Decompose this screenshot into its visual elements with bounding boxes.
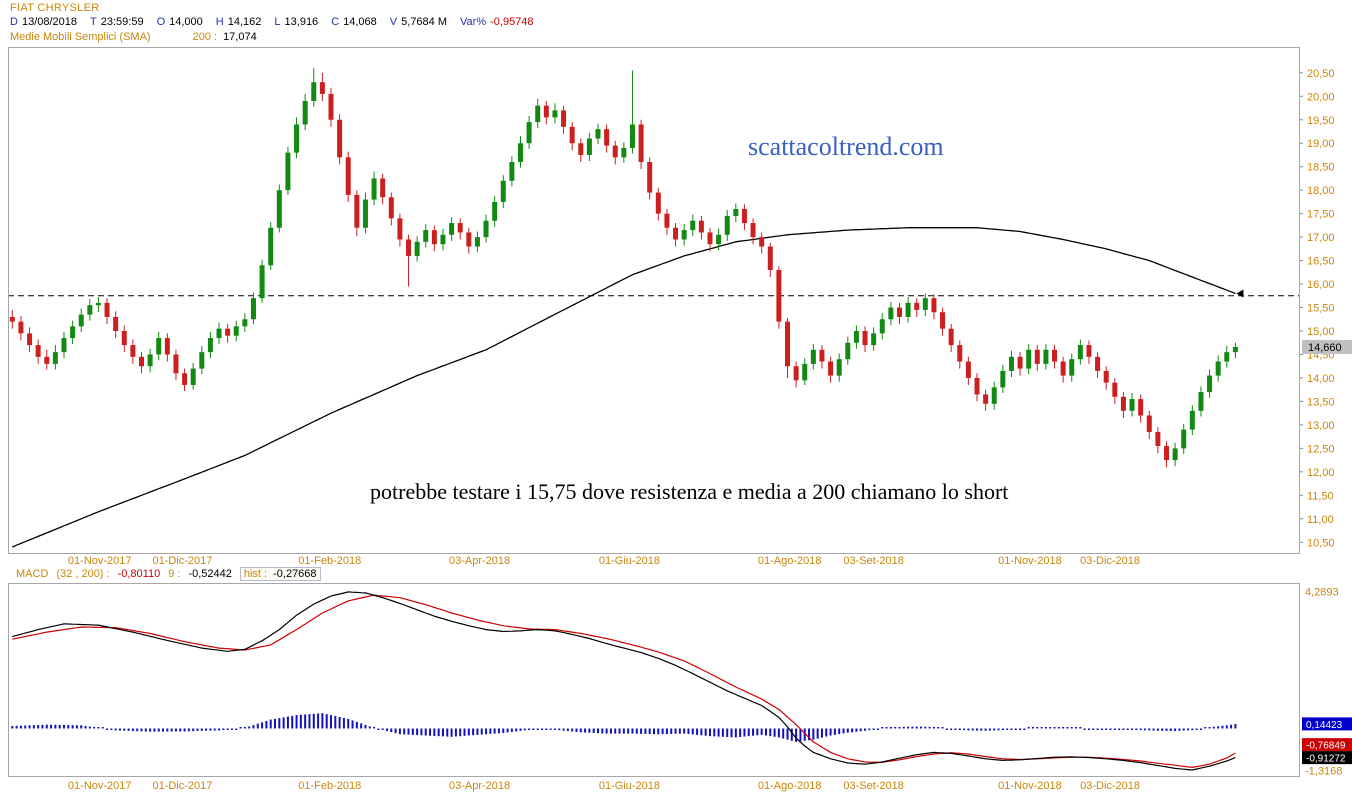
macd-panel-border (8, 583, 1300, 777)
hist-value-badge (1302, 717, 1352, 731)
quote-field-value: 14,068 (343, 16, 377, 28)
macd-header-token: MACD (16, 568, 49, 580)
macd-axis-label: 4,2893 (1305, 587, 1339, 599)
price-axis-label: 20,00 (1307, 91, 1335, 103)
quote-field-value: 23:59:59 (100, 16, 144, 28)
x-axis-label: 01-Dic-2017 (152, 780, 213, 792)
quote-field-label: O (156, 16, 166, 28)
macd-header-token: (32 , 200) : (56, 568, 110, 580)
indicator-row[interactable]: Medie Mobili Semplici (SMA) 200 : 17,074 (10, 31, 257, 43)
macd-hist-highlight: hist : -0,27668 (239, 567, 321, 581)
price-axis-label: 15,00 (1307, 326, 1335, 338)
sma-200-line (12, 227, 1244, 548)
price-axis[interactable]: 20,50 20,00 19,50 19,00 18,50 18,00 17,50 17,00… (1300, 68, 1335, 549)
price-axis-label: 13,00 (1307, 420, 1335, 432)
indicator-value: 17,074 (223, 31, 257, 43)
macd-axis-label: -1,3168 (1305, 766, 1342, 777)
symbol-title: FIAT CHRYSLER (10, 2, 100, 14)
price-axis-label: 19,50 (1307, 115, 1335, 127)
macd-header[interactable]: MACD (32 , 200) : -0,80110 9 : -0,52442 hist … (16, 567, 321, 581)
price-axis-label: 20,50 (1307, 68, 1335, 80)
x-axis-label: 03-Apr-2018 (449, 780, 511, 792)
x-axis-label: 01-Dic-2017 (152, 555, 213, 567)
macd-line (12, 591, 1236, 771)
price-axis-label: 12,00 (1307, 467, 1335, 479)
x-axis-label: 03-Apr-2018 (449, 555, 511, 567)
quote-info-row: D 13/08/2018 T 23:59:59 O 14,000 H 14,162 L 13,91… (10, 16, 547, 28)
price-axis-label: 19,00 (1307, 138, 1335, 150)
price-axis-label: 11,50 (1307, 490, 1334, 502)
signal-value-badge (1302, 738, 1352, 752)
price-axis-label: 12,50 (1307, 443, 1335, 455)
macd-axis[interactable]: 4,2893 -1,3168 (1305, 587, 1342, 777)
last-price-badge (1302, 339, 1352, 354)
x-axis-label: 01-Feb-2018 (298, 555, 362, 567)
price-axis-label: 13,50 (1307, 396, 1335, 408)
svg-text:0,14423: 0,14423 (1306, 720, 1343, 731)
x-axis-label: 03-Dic-2018 (1080, 555, 1141, 567)
quote-field-label: L (274, 16, 281, 28)
macd-header-token: -0,52442 (188, 568, 232, 580)
quote-field-value: 5,7684 M (401, 16, 448, 28)
price-axis-label: 14,00 (1307, 373, 1335, 385)
quote-field-label: Var% (460, 16, 487, 28)
x-axis-label: 01-Giu-2018 (598, 555, 661, 567)
x-axis-label: 01-Giu-2018 (598, 780, 661, 792)
price-axis-label: 10,50 (1307, 537, 1335, 549)
price-axis-label: 18,50 (1307, 162, 1335, 174)
macd-header-token: 9 : (168, 568, 181, 580)
price-axis-label: 15,50 (1307, 303, 1335, 315)
price-chart[interactable]: 20,50 20,00 19,50 19,00 18,50 18,00 17,50 17,00… (8, 47, 1352, 554)
x-axis-label: 01-Feb-2018 (298, 780, 362, 792)
macd-header-token: -0,80110 (117, 568, 161, 580)
quote-field-label: H (215, 16, 224, 28)
quote-field-value: -0,95748 (490, 16, 534, 28)
quote-field-value: 14,162 (227, 16, 262, 28)
quote-field-label: C (331, 16, 340, 28)
sma-end-marker (1236, 289, 1244, 298)
indicator-name: Medie Mobili Semplici (SMA) (10, 31, 151, 43)
quote-field-label: T (90, 16, 97, 28)
price-axis-label: 16,00 (1307, 279, 1335, 291)
x-axis-label: 03-Set-2018 (843, 555, 904, 567)
x-axis-label: 01-Nov-2017 (67, 780, 132, 792)
svg-text:-0,91272: -0,91272 (1306, 754, 1346, 765)
quote-field-value: 14,000 (169, 16, 203, 28)
x-axis-label: 01-Ago-2018 (757, 555, 822, 567)
svg-text:-0,76849: -0,76849 (1306, 741, 1346, 752)
x-axis-label: 03-Dic-2018 (1080, 780, 1141, 792)
x-axis-label: 01-Nov-2018 (998, 780, 1062, 792)
price-axis-label: 18,00 (1307, 185, 1335, 197)
signal-line (12, 594, 1236, 769)
x-axis-label: 01-Ago-2018 (757, 780, 822, 792)
price-panel-border (8, 47, 1300, 554)
price-axis-label: 17,50 (1307, 209, 1335, 221)
quote-field-label: D (10, 16, 18, 28)
last-price-value: 14,660 (1308, 342, 1342, 354)
macd-header-token: hist : (243, 568, 268, 580)
macd-header-token: -0,27668 (273, 568, 317, 580)
macd-chart[interactable]: 4,2893 -1,3168 0,14423 -0,76849 -0,91272 (8, 583, 1352, 777)
quote-field-label: V (389, 16, 398, 28)
price-x-axis[interactable]: 01-Nov-2017 01-Dic-2017 01-Feb-2018 03-Apr-… (0, 555, 1352, 569)
x-axis-label: 01-Nov-2018 (998, 555, 1062, 567)
price-axis-label: 11,00 (1307, 514, 1334, 526)
quote-field-value: 13,916 (284, 16, 319, 28)
indicator-period: 200 : (192, 31, 218, 43)
x-axis-label: 03-Set-2018 (843, 780, 904, 792)
macd-x-axis[interactable]: 01-Nov-2017 01-Dic-2017 01-Feb-2018 03-Apr-… (0, 780, 1352, 794)
chart-annotation[interactable]: potrebbe testare i 15,75 dove resistenza… (370, 479, 1009, 504)
macd-value-badge (1302, 751, 1352, 765)
price-axis-label: 16,50 (1307, 256, 1335, 268)
price-axis-label: 17,00 (1307, 232, 1335, 244)
quote-field-value: 13/08/2018 (21, 16, 78, 28)
candles (9, 68, 1238, 468)
x-axis-label: 01-Nov-2017 (67, 555, 132, 567)
macd-histogram (11, 713, 1237, 742)
